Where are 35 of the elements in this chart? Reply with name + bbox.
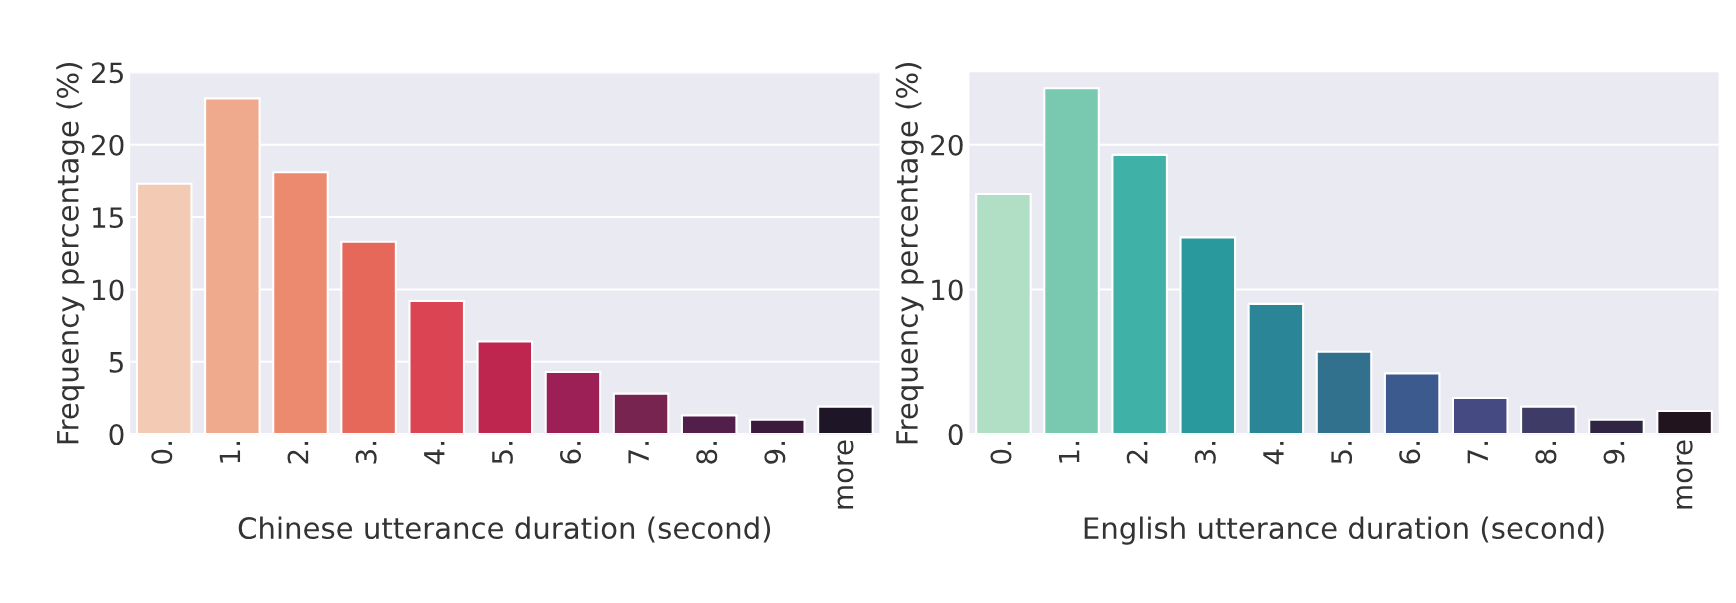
y-tick-label: 5 [109, 352, 123, 373]
x-tick-label: 3. [1194, 442, 1216, 464]
x-tick-label: 3. [355, 442, 377, 464]
x-axis-title: English utterance duration (second) [1084, 516, 1604, 545]
y-tick-label: 15 [93, 207, 123, 229]
x-axis-title: Chinese utterance duration (second) [238, 516, 771, 543]
x-tick-label: 1. [1058, 442, 1080, 463]
x-tick-label: 0. [151, 442, 173, 464]
y-tick-label: 10 [93, 279, 124, 301]
x-tick-label: more [837, 440, 854, 509]
y-axis-title: Frequency percentage (%) [895, 62, 924, 444]
x-tick-label: 7. [628, 442, 649, 464]
x-tick-label: 4. [1263, 442, 1284, 465]
x-tick-label: 9. [764, 442, 786, 464]
y-axis-title: Frequency percentage (%) [56, 62, 85, 444]
x-tick-label: 2. [287, 442, 309, 464]
y-tick-label: 20 [931, 134, 963, 156]
x-tick-label: 2. [1126, 442, 1148, 464]
x-tick-label: 8. [696, 442, 718, 464]
x-tick-label: 4. [424, 442, 445, 465]
x-tick-label: 8. [1535, 442, 1557, 464]
x-tick-label: 5. [492, 442, 513, 464]
y-tick-label: 0 [948, 424, 963, 446]
x-tick-label: 7. [1467, 442, 1488, 464]
x-tick-label: 6. [1399, 442, 1421, 464]
x-tick-label: more [1676, 440, 1693, 509]
x-tick-label: 5. [1331, 442, 1353, 464]
x-tick-label: 1. [219, 442, 241, 463]
y-tick-label: 20 [92, 134, 124, 156]
x-tick-label: 6. [560, 442, 582, 464]
y-tick-label: 0 [109, 424, 124, 446]
x-tick-label: 0. [990, 442, 1012, 464]
x-tick-label: 9. [1603, 442, 1625, 464]
y-tick-label: 10 [932, 279, 963, 301]
y-tick-label: 25 [92, 62, 123, 84]
